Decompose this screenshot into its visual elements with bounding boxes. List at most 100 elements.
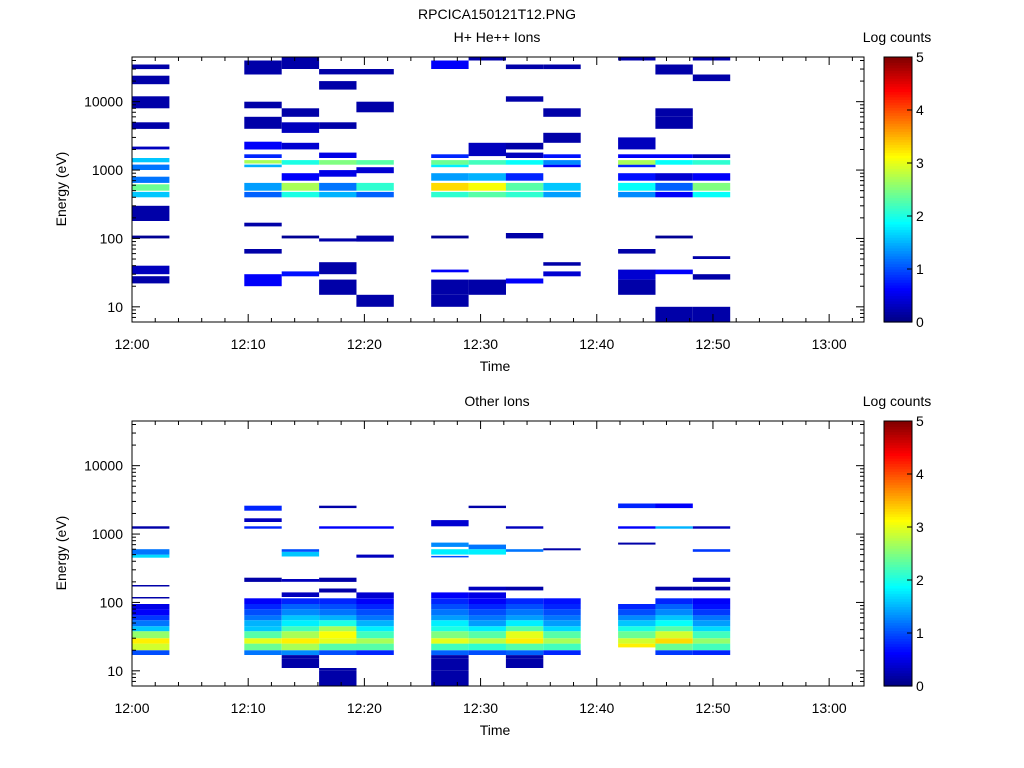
heatmap-cell — [281, 173, 320, 181]
x-tick-label: 12:20 — [347, 336, 382, 352]
colorbar-segment — [884, 569, 912, 573]
colorbar-segment — [884, 524, 912, 528]
heatmap-cell — [618, 160, 656, 165]
heatmap-cell — [244, 526, 282, 529]
heatmap-cell — [319, 69, 357, 75]
heatmap-cell — [655, 154, 693, 158]
colorbar-segment — [884, 96, 912, 100]
colorbar-segment — [884, 163, 912, 167]
heatmap-cell — [655, 643, 693, 651]
heatmap-cell — [319, 643, 357, 651]
heatmap-cell — [692, 191, 731, 198]
heatmap-cell — [132, 164, 170, 170]
colorbar-segment — [884, 155, 912, 159]
heatmap-cell — [132, 265, 170, 275]
heatmap-cell — [244, 141, 282, 150]
x-tick-label: 12:40 — [579, 336, 614, 352]
colorbar-segment — [884, 574, 912, 578]
colorbar-segment — [884, 505, 912, 510]
colorbar-segment — [884, 110, 912, 114]
colorbar-segment — [884, 450, 912, 454]
heatmap-cell — [244, 638, 282, 644]
colorbar-segment — [884, 638, 912, 642]
heatmap-cell — [319, 631, 357, 639]
colorbar-segment — [884, 165, 912, 169]
colorbar-segment — [884, 213, 912, 217]
plot-frame — [131, 420, 865, 687]
heatmap-cell — [692, 650, 731, 655]
colorbar-segment — [884, 102, 912, 106]
heatmap-cell — [618, 503, 656, 509]
colorbar-tick-label: 1 — [916, 261, 924, 277]
heatmap-cell — [132, 96, 170, 109]
heatmap-cell — [692, 182, 731, 191]
panel-title: Other Ions — [464, 393, 529, 409]
heatmap-cell — [132, 549, 170, 555]
colorbar-segment — [884, 431, 912, 435]
colorbar-segment — [884, 556, 912, 560]
heatmap-cell — [132, 626, 170, 632]
x-tick-label: 12:40 — [579, 700, 614, 716]
colorbar-segment — [884, 484, 912, 488]
heatmap-cell — [692, 586, 731, 591]
colorbar-segment — [884, 489, 912, 494]
heatmap-cell — [431, 609, 469, 616]
heatmap-cell — [244, 160, 282, 164]
colorbar-segment — [884, 587, 912, 592]
colorbar-segment — [884, 282, 912, 286]
colorbar-segment — [884, 208, 912, 212]
colorbar-segment — [884, 210, 912, 214]
heatmap-cell — [692, 57, 731, 61]
colorbar-segment — [884, 561, 912, 565]
colorbar-segment — [884, 115, 912, 119]
heatmap-cell — [655, 615, 693, 621]
heatmap-cell — [618, 164, 656, 168]
colorbar-segment — [884, 234, 912, 238]
colorbar-segment — [884, 300, 912, 305]
heatmap-cell — [692, 256, 731, 259]
heatmap-cell — [132, 176, 170, 183]
x-tick-label: 13:00 — [812, 700, 847, 716]
heatmap-cell — [319, 81, 357, 90]
heatmap-cell — [468, 638, 506, 644]
heatmap-cell — [356, 626, 394, 632]
heatmap-cell — [431, 555, 469, 558]
x-tick-label: 12:00 — [114, 336, 149, 352]
colorbar-tick-label: 0 — [916, 314, 924, 330]
colorbar-segment — [884, 683, 912, 687]
heatmap-cell — [244, 182, 282, 191]
x-tick-label: 13:00 — [812, 336, 847, 352]
heatmap-cell — [468, 182, 506, 191]
heatmap-cell — [431, 191, 469, 198]
heatmap-cell — [505, 643, 544, 651]
heatmap-cell — [244, 60, 282, 75]
colorbar-segment — [884, 428, 912, 433]
heatmap-cell — [244, 518, 282, 522]
colorbar-segment — [884, 500, 912, 504]
colorbar-segment — [884, 452, 912, 457]
colorbar-segment — [884, 532, 912, 536]
colorbar-segment — [884, 258, 912, 262]
colorbar-segment — [884, 656, 912, 661]
colorbar-segment — [884, 553, 912, 557]
y-tick-label: 10 — [107, 299, 123, 315]
heatmap-cell — [505, 638, 544, 644]
heatmap-cell — [431, 650, 469, 655]
colorbar-segment — [884, 160, 912, 164]
heatmap-cell — [281, 631, 320, 639]
colorbar-segment — [884, 64, 912, 69]
heatmap-cell — [618, 542, 656, 545]
heatmap-cell — [132, 604, 170, 610]
colorbar-segment — [884, 107, 912, 111]
heatmap-cell — [655, 638, 693, 644]
colorbar-segment — [884, 630, 912, 634]
heatmap-cell — [543, 638, 581, 644]
colorbar-tick-label: 3 — [916, 519, 924, 535]
colorbar-tick-label: 0 — [916, 678, 924, 694]
heatmap-cell — [281, 57, 320, 69]
colorbar-segment — [884, 168, 912, 172]
colorbar-segment — [884, 319, 912, 323]
heatmap-cell — [505, 142, 544, 150]
colorbar-segment — [884, 250, 912, 254]
